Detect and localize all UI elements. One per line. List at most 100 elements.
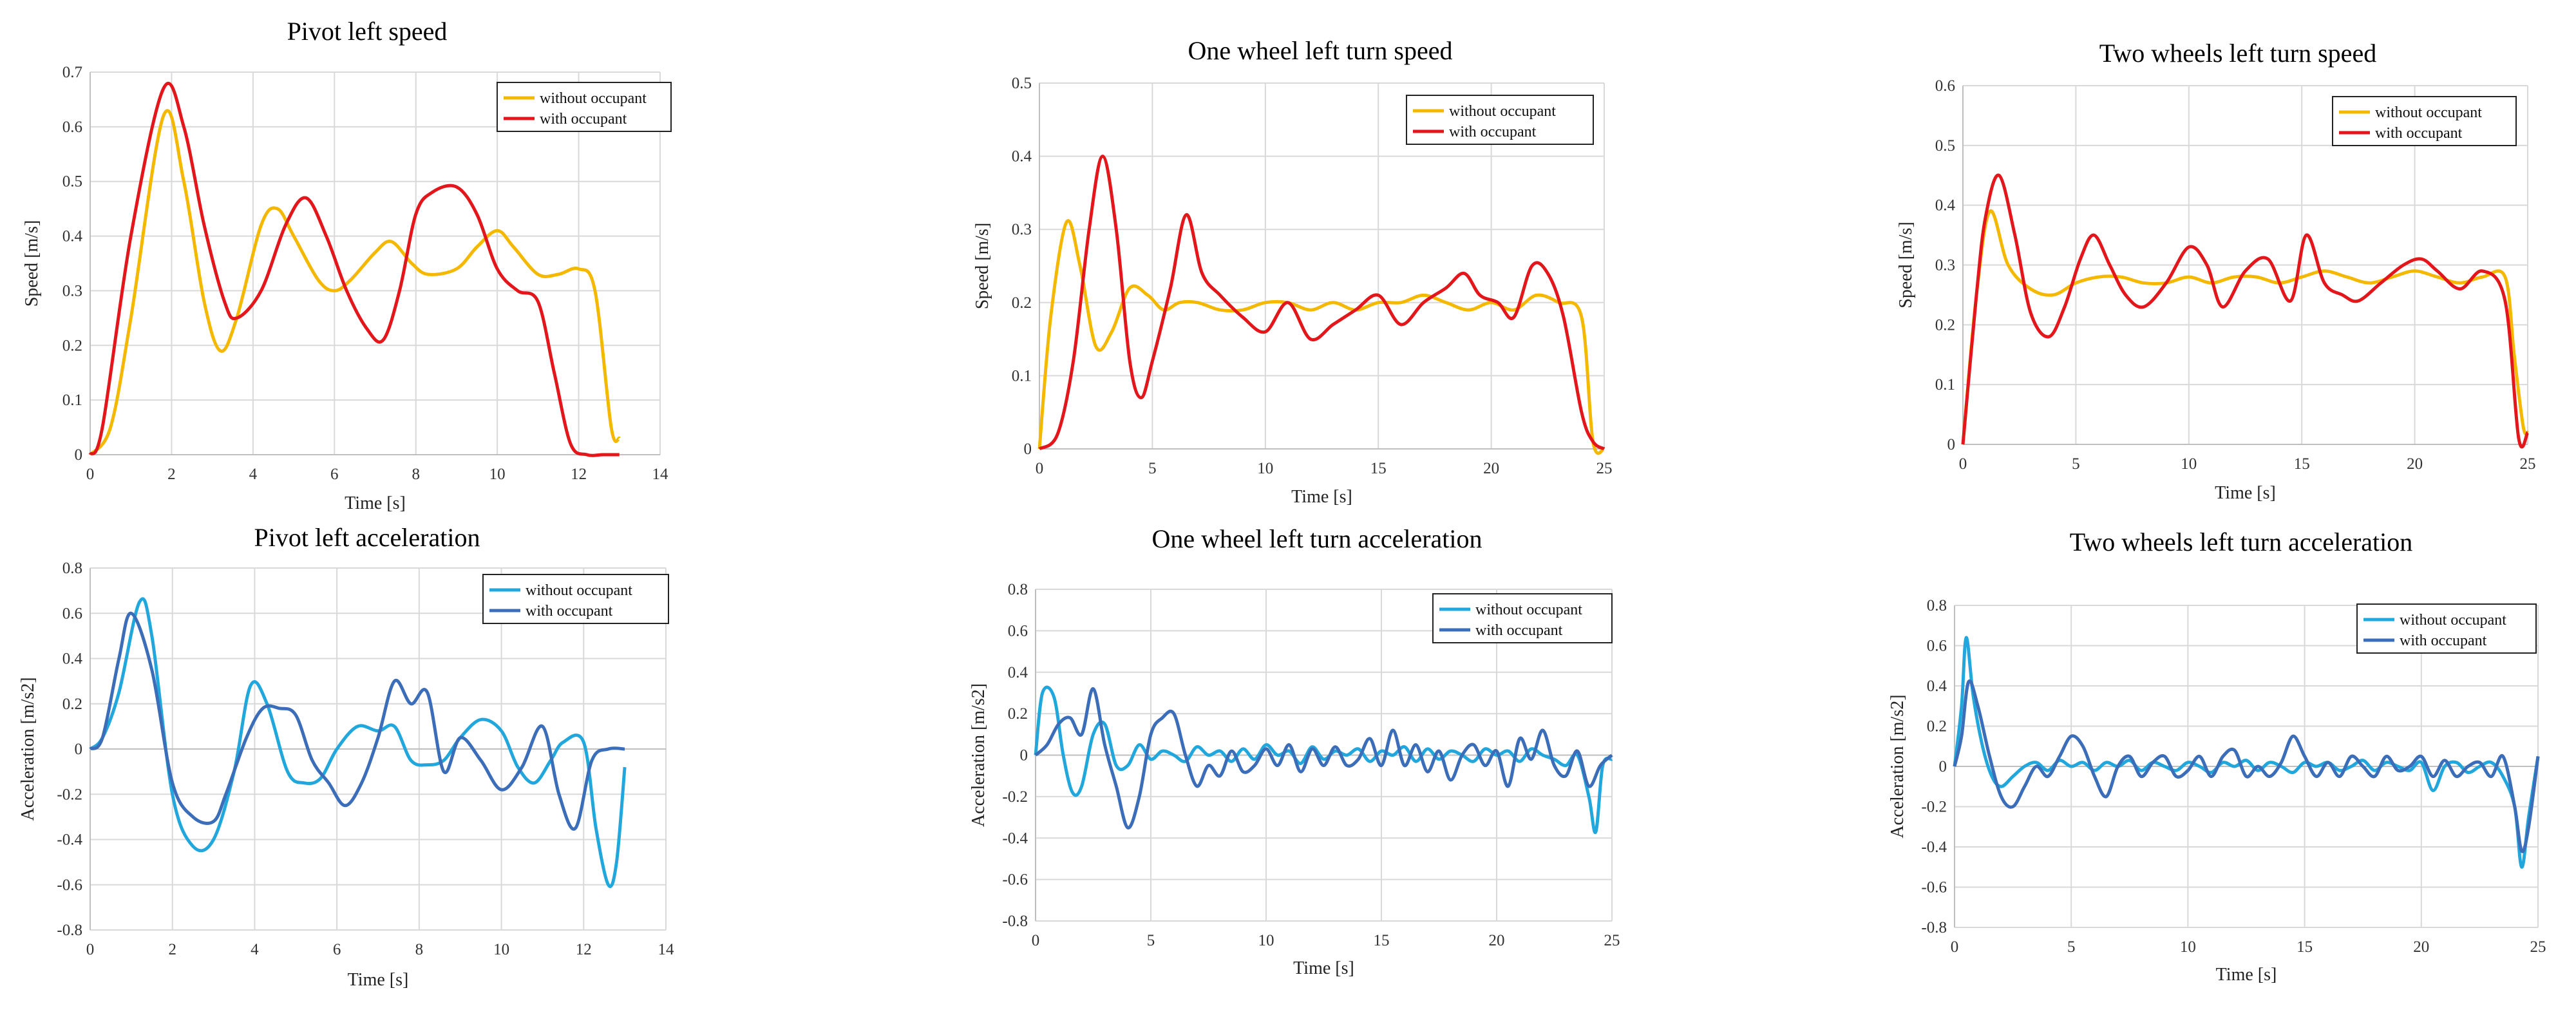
x-tick-label: 12	[576, 941, 592, 958]
x-tick-label: 10	[1257, 460, 1273, 477]
y-tick-label: 0	[1947, 436, 1956, 453]
x-tick-label: 20	[1489, 932, 1505, 949]
y-tick-label: 0.8	[1008, 581, 1028, 598]
x-tick-label: 10	[2181, 455, 2197, 473]
series-line-without-occupant	[89, 597, 627, 888]
y-tick-label: 0.2	[62, 337, 82, 354]
series-line-with-occupant	[1961, 173, 2530, 449]
x-tick-label: 5	[2067, 938, 2076, 956]
legend-label: with occupant	[526, 603, 613, 620]
x-tick-label: 4	[251, 941, 259, 958]
series-line-without-occupant	[1953, 636, 2540, 869]
y-tick-label: 0.3	[1012, 221, 1032, 238]
legend-label: without occupant	[2375, 104, 2482, 121]
chart-title: Two wheels left turn acceleration	[2070, 527, 2413, 556]
y-axis-label: Acceleration [m/s2]	[969, 683, 989, 827]
chart-panel-3: 0 0.1 0.2 0.3 0.4 0.5 0.6 0 5 10 15 20 25 Two wheels …	[1896, 39, 2536, 503]
x-tick-label: 0	[1951, 938, 1959, 956]
chart-title: Pivot left speed	[287, 17, 448, 46]
legend-label: without occupant	[526, 582, 632, 599]
legend: without occupant with occupant	[2356, 603, 2537, 654]
x-tick-label: 15	[1374, 932, 1390, 949]
legend-box	[1432, 593, 1613, 643]
y-tick-label: -0.8	[1921, 919, 1947, 936]
x-tick-label: 4	[249, 466, 258, 483]
y-tick-label: 0	[75, 446, 83, 464]
series-line-with-occupant	[89, 611, 625, 831]
y-tick-label: 0.2	[62, 696, 82, 713]
y-axis-label: Acceleration [m/s2]	[1888, 694, 1908, 838]
x-axis-label: Time [s]	[1291, 487, 1352, 507]
legend-label: with occupant	[1475, 622, 1563, 639]
chart-panel-5: -0.8 -0.6 -0.4 -0.2 0 0.2 0.4 0.6 0.8 0 5 10 15 20 25 O…	[969, 524, 1620, 978]
x-tick-label: 0	[86, 941, 95, 958]
x-tick-label: 10	[2180, 938, 2196, 956]
y-tick-label: 0.7	[62, 64, 82, 81]
y-tick-label: -0.6	[57, 877, 82, 894]
y-tick-label: 0.6	[1927, 638, 1947, 655]
x-tick-label: 5	[1147, 932, 1155, 949]
y-tick-label: -0.4	[1002, 830, 1028, 847]
series-line-with-occupant	[1034, 687, 1613, 830]
legend: without occupant with occupant	[2332, 96, 2517, 146]
x-axis-label: Time [s]	[348, 970, 409, 990]
y-tick-label: -0.8	[57, 922, 82, 939]
y-tick-label: -0.2	[57, 786, 82, 803]
x-tick-label: 10	[493, 941, 509, 958]
x-tick-label: 15	[2297, 938, 2313, 956]
legend-label: without occupant	[1475, 602, 1582, 618]
y-tick-label: -0.8	[1002, 913, 1028, 930]
x-tick-label: 5	[1148, 460, 1157, 477]
y-tick-label: -0.6	[1921, 879, 1947, 896]
y-tick-label: 0.5	[62, 173, 82, 191]
x-tick-label: 25	[1596, 460, 1613, 477]
chart-panel-4: -0.8 -0.6 -0.4 -0.2 0 0.2 0.4 0.6 0.8 0 2 4 6 8 10 12 14…	[18, 523, 674, 990]
y-tick-label: 0.1	[1012, 367, 1032, 384]
x-tick-label: 6	[330, 466, 339, 483]
x-tick-label: 5	[2072, 455, 2080, 473]
legend-label: with occupant	[2375, 125, 2463, 142]
y-tick-label: 0.4	[1935, 197, 1956, 214]
y-tick-label: 0.6	[1008, 622, 1028, 640]
x-axis-label: Time [s]	[2215, 483, 2276, 503]
chart-panel-2: 0 0.1 0.2 0.3 0.4 0.5 0 5 10 15 20 25 One wheel left…	[972, 36, 1613, 507]
series-line-without-occupant	[88, 109, 621, 456]
y-tick-label: -0.2	[1921, 799, 1947, 816]
series-line-with-occupant	[1953, 679, 2540, 853]
legend-label: with occupant	[2400, 632, 2487, 649]
x-tick-label: 14	[658, 941, 675, 958]
y-axis-label: Acceleration [m/s2]	[18, 677, 38, 821]
y-tick-label: 0.1	[62, 392, 82, 409]
y-tick-label: 0.3	[1935, 257, 1955, 274]
x-axis-label: Time [s]	[2216, 965, 2277, 985]
y-tick-label: 0.2	[1935, 316, 1955, 334]
y-tick-label: -0.4	[57, 831, 82, 849]
y-tick-label: 0.6	[1935, 77, 1955, 95]
x-tick-label: 0	[1032, 932, 1040, 949]
y-tick-label: 0.6	[62, 605, 82, 622]
y-axis-label: Speed [m/s]	[1896, 222, 1916, 308]
series-line-without-occupant	[1961, 209, 2530, 445]
x-tick-label: 0	[86, 466, 95, 483]
y-tick-label: -0.4	[1921, 839, 1947, 856]
chart-panel-6: -0.8 -0.6 -0.4 -0.2 0 0.2 0.4 0.6 0.8 0 5 10 15 20 25 T…	[1888, 527, 2546, 985]
x-tick-label: 20	[1483, 460, 1499, 477]
x-axis-label: Time [s]	[1293, 958, 1354, 978]
x-tick-label: 10	[489, 466, 506, 483]
chart-panel-1: 0 0.1 0.2 0.3 0.4 0.5 0.6 0.7 0 2 4 6 8 10 12 14 Pivot l…	[22, 17, 672, 513]
legend-box	[2356, 603, 2537, 654]
legend-label: without occupant	[1449, 103, 1556, 120]
y-tick-label: 0.5	[1935, 137, 1955, 155]
y-tick-label: 0	[75, 741, 83, 758]
legend-label: without occupant	[2400, 612, 2506, 629]
series-line-with-occupant	[1038, 155, 1605, 451]
legend-box	[1406, 95, 1594, 145]
y-tick-label: 0.2	[1008, 705, 1028, 723]
chart-title: Two wheels left turn speed	[2099, 39, 2376, 68]
y-tick-label: 0.4	[62, 228, 83, 245]
x-tick-label: 6	[333, 941, 341, 958]
y-tick-label: 0.6	[62, 119, 82, 136]
legend-label: with occupant	[1449, 124, 1537, 140]
legend: without occupant with occupant	[1406, 95, 1594, 145]
